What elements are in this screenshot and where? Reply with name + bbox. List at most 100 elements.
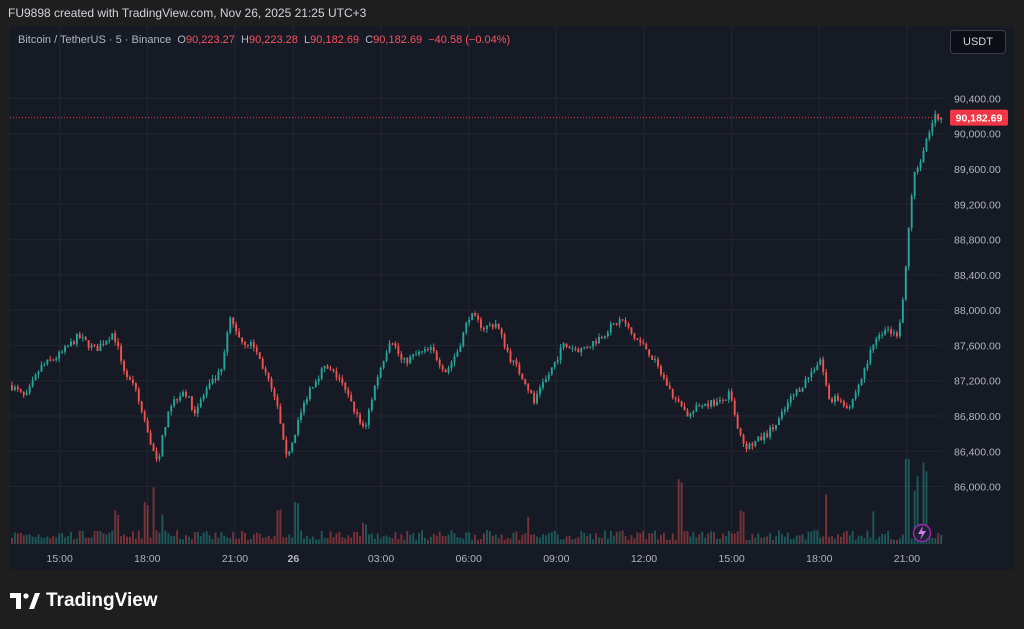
candle-body <box>816 365 819 371</box>
candle-body <box>25 392 28 396</box>
candle-body <box>671 388 674 398</box>
candle-body <box>807 377 810 380</box>
volume-bar <box>158 532 161 544</box>
volume-bar <box>376 533 379 544</box>
candle-body <box>574 348 577 350</box>
volume-bar <box>807 531 810 544</box>
volume-bar <box>898 538 901 544</box>
candle-body <box>757 436 760 441</box>
candle-body <box>61 351 64 353</box>
volume-bar <box>698 534 701 544</box>
candle-body <box>801 387 804 392</box>
y-axis-tick-label: 90,400.00 <box>954 93 1001 105</box>
candle-body <box>642 342 645 344</box>
volume-bar <box>901 534 904 544</box>
volume-bar <box>778 530 780 544</box>
y-axis-tick-label: 86,800.00 <box>954 411 1001 423</box>
volume-bar <box>214 532 217 544</box>
candle-body <box>238 331 241 338</box>
candle-body <box>347 389 350 395</box>
volume-bar <box>182 539 184 544</box>
volume-bar <box>910 538 913 544</box>
volume-bar <box>893 539 895 544</box>
volume-bar <box>456 537 459 544</box>
currency-button[interactable]: USDT <box>950 30 1006 54</box>
candle-body <box>391 343 394 345</box>
candle-body <box>249 341 252 346</box>
candle-body <box>226 332 229 353</box>
volume-bar <box>497 538 500 544</box>
volume-bar <box>692 531 695 544</box>
tradingview-logo-icon <box>10 593 40 609</box>
volume-bar <box>766 536 769 544</box>
volume-bar <box>721 533 724 544</box>
candle-body <box>16 386 19 390</box>
volume-bar <box>848 535 851 544</box>
volume-bar <box>58 533 61 544</box>
candle-body <box>533 392 536 404</box>
candle-body <box>19 389 22 392</box>
volume-bar <box>940 535 943 544</box>
candle-body <box>205 388 208 396</box>
candle-body <box>155 450 158 460</box>
volume-bar <box>831 536 833 544</box>
candle-body <box>828 385 831 399</box>
candle-body <box>739 428 742 436</box>
candle-body <box>721 399 724 401</box>
candle-body <box>465 322 468 333</box>
candle-body <box>562 343 565 348</box>
candle-body <box>524 379 527 384</box>
candle-body <box>190 396 193 410</box>
symbol-label[interactable]: Bitcoin / TetherUS · 5 · Binance <box>18 34 172 46</box>
volume-bar <box>459 537 462 544</box>
x-axis-tick-label: 21:00 <box>222 553 248 565</box>
volume-bar <box>786 532 789 544</box>
candle-body <box>624 320 627 324</box>
candle-body <box>786 402 789 410</box>
volume-bar <box>241 531 243 544</box>
price-chart-svg[interactable]: 90,400.00 90,000.00 89,600.00 89,200.00 88,8… <box>10 26 1014 570</box>
candle-body <box>907 228 910 267</box>
volume-bar <box>603 530 606 544</box>
candle-body <box>884 329 887 335</box>
candle-body <box>618 319 621 325</box>
volume-bar <box>379 538 382 544</box>
candle-body <box>928 132 931 139</box>
candle-body <box>176 399 179 401</box>
candle-body <box>84 337 87 341</box>
candle-body <box>382 360 385 368</box>
candle-body <box>46 359 49 365</box>
volume-bar <box>196 531 199 544</box>
candle-body <box>415 354 418 356</box>
volume-bar <box>338 531 341 544</box>
volume-bar <box>185 535 187 544</box>
candle-body <box>603 336 606 338</box>
candle-body <box>193 409 196 414</box>
candle-body <box>547 374 550 379</box>
candle-body <box>916 167 919 172</box>
candle-body <box>804 379 807 388</box>
candle-body <box>544 378 547 383</box>
candle-body <box>704 403 707 406</box>
candle-body <box>114 333 117 342</box>
candle-body <box>40 364 43 372</box>
candle-body <box>937 114 940 120</box>
volume-bar <box>742 511 745 544</box>
candle-body <box>875 338 878 345</box>
volume-bar <box>701 531 704 544</box>
candle-body <box>244 341 246 345</box>
candle-body <box>550 367 553 375</box>
candle-body <box>692 411 695 414</box>
candle-body <box>559 347 562 361</box>
volume-bar <box>137 530 140 544</box>
volume-bar <box>70 531 72 544</box>
volume-bar <box>884 534 887 544</box>
volume-bar <box>822 536 825 544</box>
candle-body <box>612 323 615 325</box>
volume-bar <box>13 532 16 544</box>
volume-bar <box>716 538 718 544</box>
volume-bar <box>438 531 441 544</box>
candle-body <box>261 358 264 369</box>
chart-panel[interactable]: 90,400.00 90,000.00 89,600.00 89,200.00 88,8… <box>10 26 1014 570</box>
volume-bar <box>488 531 491 544</box>
